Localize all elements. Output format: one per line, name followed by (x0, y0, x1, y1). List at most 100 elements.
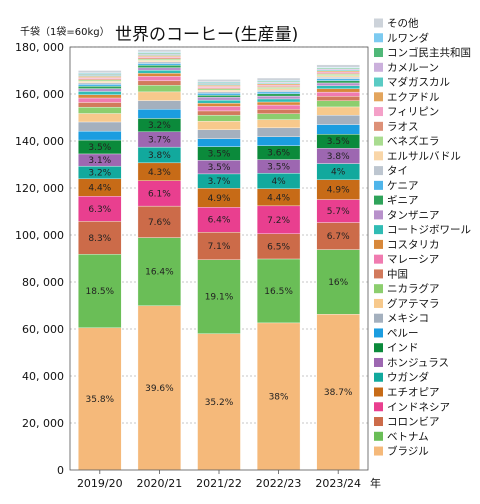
legend-swatch (374, 313, 383, 323)
bar-segment (256, 109, 301, 114)
bar-segment (78, 106, 122, 114)
bar-segment (316, 74, 360, 76)
segment-share-label: 35.8% (86, 395, 115, 405)
bar-segment (256, 88, 301, 91)
legend-swatch (374, 62, 383, 72)
bar-segment (78, 84, 122, 87)
y-tick-label: 60, 000 (22, 323, 64, 336)
bar-segment (256, 258, 301, 324)
legend-swatch (374, 92, 383, 102)
legend-label: コートジボワール (387, 224, 471, 236)
y-tick-label: 140, 000 (15, 135, 64, 148)
bar-segment (256, 322, 301, 471)
x-tick-label: 2019/20 (77, 477, 123, 490)
segment-share-label: 6.7% (327, 232, 350, 242)
segment-share-label: 16.4% (145, 268, 174, 278)
bar-segment (197, 114, 241, 122)
bar-segment (316, 91, 360, 97)
bar-segment (137, 73, 182, 77)
bar-segment (197, 110, 241, 116)
bar-segment (137, 100, 182, 110)
y-tick-label: 20, 000 (22, 417, 64, 430)
bar-segment (197, 85, 241, 87)
legend-swatch (374, 48, 383, 58)
bar-segment (256, 95, 301, 100)
bar-segment (137, 65, 182, 68)
segment-share-label: 4.4% (267, 193, 290, 203)
y-tick-label: 120, 000 (15, 182, 64, 195)
bar-segment (137, 237, 182, 306)
bar-segment (137, 80, 182, 86)
legend-swatch (374, 402, 383, 412)
legend-label: ペルー (387, 327, 419, 339)
bar-segment (316, 114, 360, 125)
segment-share-label: 4% (331, 168, 346, 178)
legend-label: カメルーン (387, 62, 439, 74)
bar-segment (197, 333, 241, 471)
bar-segment (197, 121, 241, 130)
bar-segment (197, 79, 241, 82)
segment-share-label: 4.9% (208, 194, 231, 204)
bar-segment (316, 96, 360, 101)
bar-segment (197, 90, 241, 92)
bar-segment (256, 127, 301, 137)
segment-share-label: 39.6% (145, 384, 174, 394)
segment-share-label: 6.4% (208, 216, 231, 226)
bar-segment (137, 76, 182, 82)
legend-label: コロンビア (387, 416, 440, 428)
segment-share-label: 6.1% (148, 189, 171, 199)
legend-label: ギニア (387, 195, 419, 207)
legend-swatch (374, 239, 383, 249)
segment-share-label: 3.5% (208, 163, 231, 173)
legend-swatch (374, 269, 383, 279)
legend-swatch (374, 431, 383, 441)
legend-label: ウガンダ (387, 371, 429, 384)
legend-label: ブラジル (387, 445, 429, 458)
segment-share-label: 4.3% (148, 168, 171, 178)
segment-share-label: 18.5% (86, 287, 115, 297)
bar-segment (316, 75, 360, 78)
segment-share-label: 6.5% (267, 242, 290, 252)
legend-swatch (374, 372, 383, 382)
segment-share-label: 3.5% (88, 143, 111, 153)
bar-stacks: 35.8% 18.5% 8.3% 6.3% 4.4% 3.2% 3.1% 3.5% 39.6% 1… (78, 49, 360, 471)
bar-segment (316, 106, 360, 116)
segment-share-label: 38.7% (324, 388, 353, 398)
bar-segment (197, 95, 241, 98)
legend-label: エチオピア (387, 387, 440, 399)
segment-share-label: 3.5% (327, 137, 350, 147)
y-tick-label: 40, 000 (22, 370, 64, 383)
bar-segment (78, 97, 122, 103)
legend-swatch (374, 121, 383, 131)
legend-swatch (374, 195, 383, 205)
bar-segment (316, 100, 360, 108)
bar-segment (78, 81, 122, 83)
bar-segment (316, 80, 360, 84)
bar-segment (78, 70, 122, 74)
bar-segment (137, 205, 182, 238)
bar-segment (316, 76, 360, 79)
legend-swatch (374, 284, 383, 294)
bar-segment (197, 259, 241, 334)
bar-segment (78, 130, 122, 141)
x-tick-label: 2023/24 (315, 477, 361, 490)
x-tick-label: 2020/21 (137, 477, 183, 490)
segment-share-label: 3.7% (148, 135, 171, 145)
bar-segment (256, 87, 301, 90)
bar-segment (197, 97, 241, 101)
bar-segment (197, 207, 241, 233)
bar-segment (78, 254, 122, 329)
segment-share-label: 16.5% (264, 287, 293, 297)
bar-segment (137, 180, 182, 207)
legend-swatch (374, 33, 383, 43)
segment-share-label: 4.4% (88, 184, 111, 194)
legend-label: インドネシア (387, 401, 450, 413)
legend-label: インド (387, 342, 419, 354)
bar-segment (256, 119, 301, 129)
bar-segment (316, 71, 360, 74)
legend-swatch (374, 151, 383, 161)
bar-segment (78, 94, 122, 99)
segment-share-label: 7.6% (148, 218, 171, 228)
y-tick-label: 0 (57, 464, 64, 477)
legend-label: マレーシア (387, 254, 439, 266)
